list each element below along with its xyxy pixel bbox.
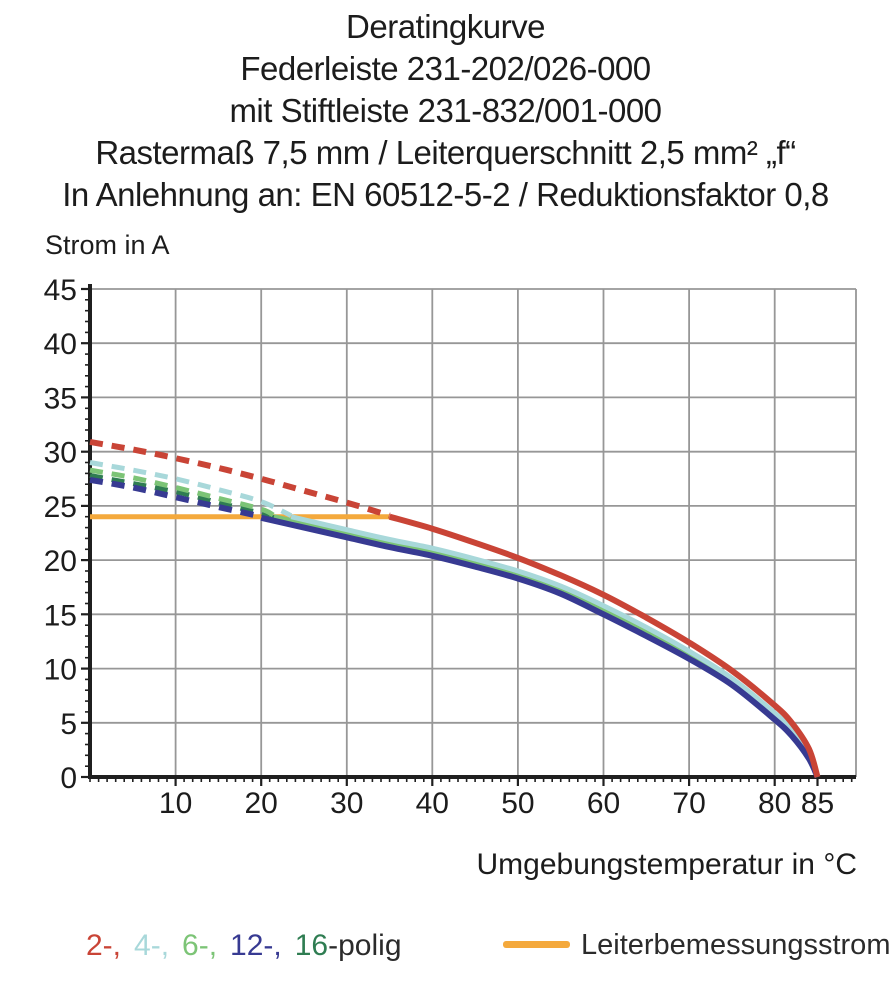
- title-line-3: mit Stiftleiste 231-832/001-000: [229, 92, 662, 129]
- y-tick-label: 10: [44, 654, 77, 687]
- y-tick-label: 0: [60, 762, 77, 795]
- x-tick-label: 80: [758, 787, 791, 820]
- x-tick-label: 20: [245, 787, 278, 820]
- curve-12-polig: [260, 514, 821, 779]
- title-line-2: Federleiste 231-202/026-000: [240, 50, 651, 87]
- curve-12-polig-dashed: [89, 476, 258, 519]
- y-tick-label: 45: [44, 274, 77, 307]
- curve-2-polig-dashed: [89, 438, 391, 519]
- legend-token-12-polig: 12-,: [230, 929, 282, 962]
- rated-current-label: Leiterbemessungsstrom: [581, 929, 891, 961]
- y-tick-label: 30: [44, 437, 77, 470]
- legend-token-2-polig: 2-,: [86, 929, 122, 962]
- x-tick-label: 40: [416, 787, 449, 820]
- curve-6-polig: [273, 514, 820, 778]
- x-tick-label: 30: [330, 787, 363, 820]
- y-tick-label: 20: [44, 545, 77, 578]
- title-line-4: Rastermaß 7,5 mm / Leiterquerschnitt 2,5…: [95, 134, 796, 171]
- curve-2-polig: [388, 513, 821, 778]
- legend-token-polig-suffix: -polig: [328, 929, 402, 962]
- legend-token-6-polig: 6-,: [182, 929, 218, 962]
- curve-4-polig-dashed: [89, 460, 293, 518]
- curve-16-polig-dashed: [89, 473, 271, 519]
- y-axis-label: Strom in A: [45, 230, 170, 260]
- curve-16-polig: [269, 514, 820, 778]
- y-tick-label: 35: [44, 382, 77, 415]
- y-tick-label: 5: [60, 708, 77, 741]
- x-tick-label: 10: [159, 787, 192, 820]
- x-tick-label: 50: [501, 787, 534, 820]
- y-tick-label: 40: [44, 328, 77, 361]
- x-axis-label: Umgebungstemperatur in °C: [476, 848, 857, 881]
- rated-current-line-swatch: [503, 941, 570, 948]
- legend-token-4-polig: 4-,: [134, 929, 170, 962]
- legend-pole-counts: 2-, 4-, 6-, 12-, 16-polig: [86, 929, 402, 963]
- title-line-5: In Anlehnung an: EN 60512-5-2 / Reduktio…: [62, 176, 829, 213]
- y-tick-label: 25: [44, 491, 77, 524]
- title-line-1: Deratingkurve: [346, 8, 545, 45]
- x-tick-label: 85: [801, 787, 834, 820]
- x-tick-label: 70: [672, 787, 705, 820]
- x-tick-label: 60: [587, 787, 620, 820]
- curve-4-polig: [290, 514, 820, 778]
- legend-token-16: 16: [294, 929, 329, 962]
- curve-6-polig-dashed: [89, 467, 276, 518]
- y-tick-label: 15: [44, 599, 77, 632]
- chart-title-block: Deratingkurve Federleiste 231-202/026-00…: [0, 6, 891, 216]
